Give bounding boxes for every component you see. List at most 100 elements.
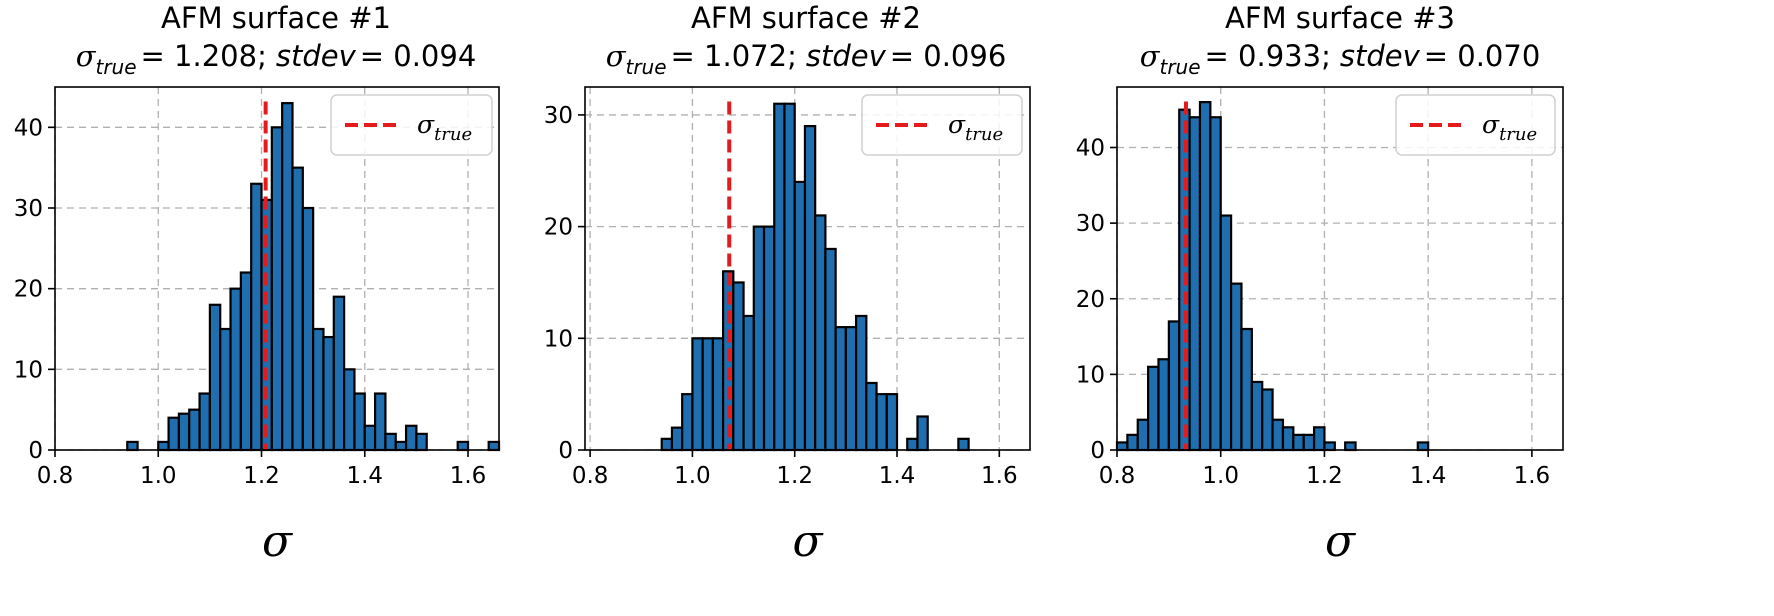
y-tick-label: 0 (558, 438, 573, 464)
histogram-bar (670, 426, 684, 452)
histogram-bar (834, 326, 847, 452)
subtitle-stdev-label: stdev (806, 39, 887, 73)
histogram-bar (157, 440, 170, 452)
histogram-bar (384, 432, 397, 452)
histogram-bar (270, 126, 284, 452)
histogram-bar (742, 314, 755, 452)
histogram-bar (814, 214, 827, 452)
legend-box (330, 94, 493, 156)
histogram-bar (239, 271, 253, 452)
histogram-bar (660, 437, 674, 452)
histogram-bar (219, 327, 232, 452)
histogram-bar (711, 337, 725, 452)
x-tick-label: 0.8 (37, 463, 74, 489)
subtitle-sigma-subscript: true (625, 55, 666, 79)
y-tick-label: 20 (544, 215, 573, 241)
histogram-bar (875, 393, 888, 452)
x-tick-label: 1.2 (243, 463, 280, 489)
histogram-bar (732, 281, 745, 452)
histogram-bar (916, 415, 929, 452)
x-axis-label: σ (792, 516, 824, 567)
histogram-bar (1344, 441, 1357, 452)
histogram-bar (353, 392, 366, 452)
histogram-bar (198, 392, 211, 452)
x-tick-label: 1.4 (1410, 463, 1447, 489)
histogram-bar (865, 381, 878, 452)
histogram-bar (177, 412, 191, 452)
histogram-bar (844, 326, 858, 452)
histogram-bar (1250, 380, 1264, 452)
y-tick-label: 30 (14, 196, 43, 222)
x-tick-label: 1.6 (1514, 463, 1551, 489)
histogram-bar (322, 335, 335, 452)
histogram-bar (1229, 282, 1243, 452)
histogram-bar (404, 424, 418, 452)
histogram-bar (681, 393, 694, 452)
x-axis-label: σ (262, 516, 294, 567)
subtitle-sigma-subscript: true (95, 55, 136, 79)
histogram-bar (1281, 426, 1295, 452)
x-tick-label: 1.4 (346, 463, 383, 489)
legend-sigma-subscript: true (965, 124, 1003, 145)
legend-label: σtrue (1482, 110, 1537, 145)
y-tick-label: 10 (544, 326, 573, 352)
x-tick-label: 1.0 (1202, 463, 1239, 489)
legend-sigma-subscript: true (434, 124, 472, 145)
chart-subtitle: σtrue = 1.072; stdev = 0.096 (606, 39, 1007, 79)
histogram-bar (312, 327, 325, 452)
histogram-bar (1240, 327, 1253, 452)
axes-frame (1116, 86, 1564, 451)
chart-subtitle: σtrue = 0.933; stdev = 0.070 (1140, 39, 1541, 79)
legend-label: σtrue (417, 110, 472, 145)
x-tick-label: 1.2 (1306, 463, 1343, 489)
histogram-bar (188, 408, 201, 452)
axes-frame (54, 86, 500, 451)
legend-label: σtrue (948, 110, 1003, 145)
histogram-bar (1416, 441, 1430, 452)
histogram-bar (487, 440, 501, 452)
y-tick-label: 40 (1076, 136, 1105, 162)
histogram-bar (957, 437, 970, 452)
subtitle-stdev-value: = 0.070 (1424, 39, 1541, 73)
x-tick-label: 0.8 (572, 463, 609, 489)
y-tick-label: 30 (544, 103, 573, 129)
x-tick-label: 0.8 (1099, 463, 1136, 489)
histogram-bar (301, 206, 315, 452)
histogram-bar (793, 180, 807, 452)
chart-title: AFM surface #3 (1225, 1, 1455, 35)
histogram-bar (885, 393, 899, 452)
histogram-bar (250, 182, 263, 452)
legend-sigma-symbol: σ (1482, 110, 1500, 139)
chart-title: AFM surface #1 (161, 1, 391, 35)
subtitle-sigma-symbol: σ (606, 39, 627, 73)
histogram-bar (1147, 365, 1160, 452)
y-tick-label: 0 (1090, 438, 1105, 464)
x-tick-label: 1.6 (981, 463, 1018, 489)
histogram-bar (1209, 116, 1222, 452)
histogram-bar (456, 440, 470, 452)
histogram-bar (126, 440, 139, 452)
x-axis-label: σ (1325, 516, 1357, 567)
histogram-bar (701, 337, 714, 452)
subtitle-sigma-symbol: σ (76, 39, 97, 73)
histogram-bar (343, 368, 356, 452)
histogram-bar (363, 424, 377, 452)
subtitle-stdev-value: = 0.094 (360, 39, 477, 73)
histogram-bar (762, 225, 776, 452)
legend-sigma-symbol: σ (948, 110, 966, 139)
histogram-bar (783, 102, 796, 452)
histogram-bar (773, 102, 786, 452)
histogram-bar (691, 337, 704, 452)
histogram-bar (208, 303, 222, 452)
x-tick-label: 1.4 (879, 463, 916, 489)
axes-frame (584, 86, 1031, 451)
histogram-bar (1302, 433, 1316, 452)
histogram-bar (1167, 320, 1181, 452)
histogram-panel-3: AFM surface #3 σtrue = 0.933; stdev = 0.070 0… (1076, 1, 1564, 567)
x-tick-label: 1.2 (776, 463, 813, 489)
subtitle-sigma-value: = 0.933; (1205, 39, 1331, 73)
histogram-bar (1198, 101, 1212, 452)
histogram-bar (1136, 418, 1150, 452)
